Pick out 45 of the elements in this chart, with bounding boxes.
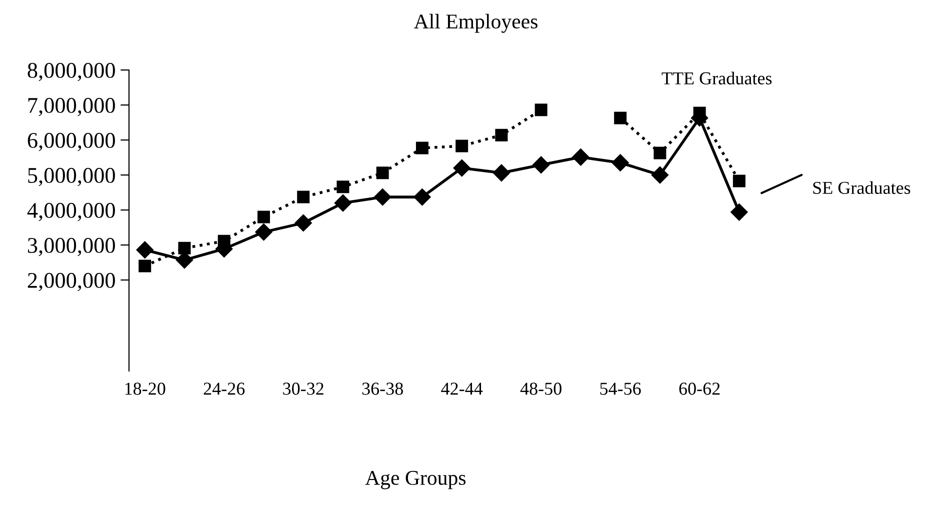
point (453, 159, 470, 177)
point (654, 146, 666, 160)
y-tick-label: 6,000,000 (28, 132, 115, 152)
point (297, 190, 310, 204)
x-tick-label: 54-56 (600, 382, 641, 395)
point (257, 210, 270, 224)
point (614, 112, 627, 124)
point (376, 166, 389, 180)
x-tick-label: 48-50 (520, 382, 562, 395)
point (732, 174, 746, 188)
point (612, 154, 629, 172)
y-tick-label: 3,000,000 (28, 238, 115, 256)
series-label: TTE Graduates (662, 72, 772, 84)
point (294, 214, 312, 232)
point (492, 164, 510, 182)
x-tick-label: 24-26 (204, 382, 245, 395)
point (730, 204, 748, 221)
legend-label: SE Graduates (813, 181, 910, 194)
y-tick-label: 4,000,000 (27, 202, 115, 222)
x-tick-label: 42-44 (441, 382, 483, 395)
point (138, 260, 152, 272)
point (336, 180, 350, 194)
point (414, 188, 431, 206)
y-tick-label: 8,000,000 (28, 62, 115, 82)
x-tick-label: 18-20 (125, 382, 166, 395)
y-tick-label: 2,000,000 (28, 272, 115, 292)
point (334, 194, 352, 212)
point (178, 242, 191, 254)
y-tick-label: 7,000,000 (28, 98, 115, 116)
point (534, 104, 548, 116)
point (651, 166, 668, 184)
x-tick-label: 30-32 (283, 382, 324, 395)
point (456, 140, 468, 152)
point (374, 188, 392, 206)
point (532, 156, 550, 174)
point (255, 224, 272, 241)
point (495, 128, 508, 142)
x-axis-title: Age Groups (365, 470, 466, 490)
point (572, 148, 590, 166)
point (416, 142, 428, 154)
y-tick-label: 5,000,000 (28, 168, 115, 186)
x-tick-label: 36-38 (362, 382, 403, 395)
chart-title: All Employees (414, 14, 538, 33)
x-tick-label: 60-62 (679, 382, 720, 395)
point (136, 241, 154, 258)
